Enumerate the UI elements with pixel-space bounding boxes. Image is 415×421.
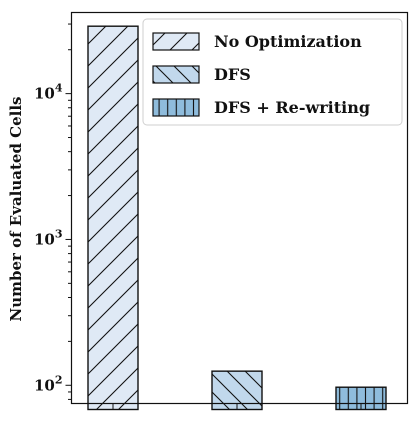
legend-swatch-outline (152, 65, 200, 84)
bar-hatch (88, 26, 138, 410)
plot-frame (70, 11, 409, 405)
legend-swatch-hatch (153, 33, 199, 50)
y-tick-label: 104 (34, 82, 63, 103)
legend-label: DFS (214, 65, 251, 84)
legend-item: DFS + Re-writing (152, 98, 370, 117)
legend-item: DFS (152, 65, 251, 84)
legend-item: No Optimization (152, 32, 362, 51)
legend-label: No Optimization (214, 32, 362, 51)
legend-swatch-outline (152, 98, 200, 117)
legend-swatch-hatch (153, 99, 199, 116)
legend-label: DFS + Re-writing (214, 98, 370, 117)
legend-items: No Optimization DFS DFS + Re-writing (152, 32, 370, 117)
x-axis-ticks (112, 403, 362, 410)
legend-swatch-outline (152, 32, 200, 51)
legend-swatch-hatch (153, 66, 199, 83)
legend: No Optimization DFS DFS + Re-writing (142, 18, 403, 126)
legend-box (142, 18, 403, 126)
y-axis-label: Number of Evaluated Cells (7, 96, 25, 321)
y-tick-label: 102 (34, 373, 63, 394)
bar-1 (87, 25, 139, 411)
y-axis-ticks: 102 103 104 (34, 23, 72, 400)
y-tick-label: 103 (34, 227, 63, 248)
